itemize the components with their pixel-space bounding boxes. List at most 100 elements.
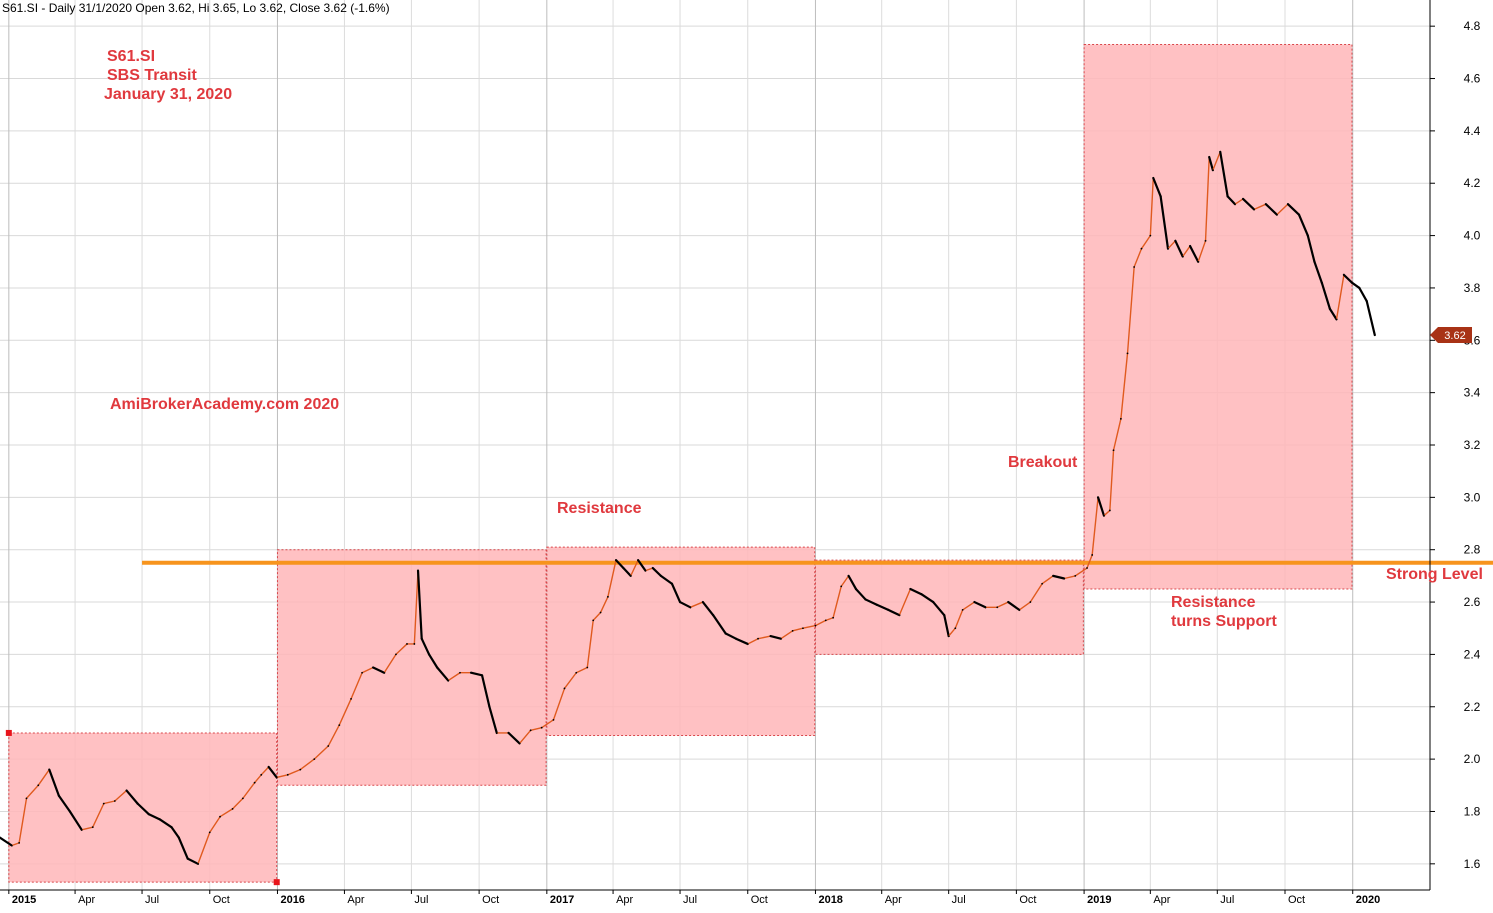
- price-point: [91, 826, 94, 829]
- price-segment: [864, 598, 878, 606]
- price-segment: [607, 559, 617, 598]
- price-point: [592, 619, 595, 622]
- price-point: [973, 601, 976, 603]
- annotation-resistance: Resistance: [557, 500, 642, 517]
- price-point: [1373, 334, 1376, 336]
- price-point: [1351, 281, 1353, 284]
- price-point: [102, 802, 105, 805]
- title-company: SBS Transit: [107, 67, 197, 84]
- chart-header: S61.SI - Daily 31/1/2020 Open 3.62, Hi 3…: [2, 1, 390, 15]
- price-segment: [689, 601, 704, 608]
- price-segment: [712, 614, 727, 635]
- price-point: [1029, 601, 1032, 603]
- x-tick-label: Jul: [683, 894, 697, 906]
- price-segment: [1297, 213, 1309, 237]
- price-segment: [747, 638, 759, 645]
- price-point: [671, 582, 673, 585]
- price-segment: [947, 627, 956, 637]
- price-segment: [158, 818, 173, 829]
- price-point: [599, 611, 602, 614]
- price-point: [947, 635, 950, 637]
- price-segment: [260, 766, 270, 776]
- price-point: [327, 745, 330, 747]
- price-segment: [1133, 247, 1143, 268]
- range-box: [1083, 44, 1353, 590]
- price-segment: [575, 666, 589, 674]
- price-point: [1219, 150, 1222, 153]
- x-tick-label: Apr: [78, 894, 95, 906]
- price-segment: [1140, 234, 1152, 250]
- price-segment: [219, 808, 234, 818]
- price-segment: [18, 797, 28, 844]
- price-point: [909, 588, 912, 590]
- price-segment: [197, 831, 211, 865]
- price-point: [575, 671, 578, 674]
- price-segment: [1219, 150, 1229, 198]
- price-point: [383, 671, 386, 674]
- price-segment: [147, 812, 161, 821]
- price-segment: [327, 724, 340, 747]
- range-box: [546, 546, 816, 737]
- price-point: [920, 593, 923, 596]
- price-segment: [383, 653, 397, 674]
- price-point: [586, 666, 589, 669]
- price-segment: [1306, 234, 1316, 263]
- price-segment: [887, 608, 901, 617]
- price-segment: [1063, 575, 1076, 580]
- price-segment: [1234, 198, 1244, 205]
- price-segment: [372, 666, 386, 674]
- price-point: [428, 653, 430, 656]
- price-point: [840, 585, 843, 588]
- price-segment: [636, 559, 647, 572]
- price-point: [1091, 554, 1094, 556]
- price-segment: [518, 729, 532, 745]
- price-segment: [814, 619, 827, 627]
- price-point: [847, 574, 850, 577]
- price-segment: [276, 774, 289, 779]
- range-box: [814, 559, 1084, 655]
- x-tick-label: Apr: [616, 894, 633, 906]
- price-segment: [529, 727, 543, 732]
- price-segment: [701, 600, 715, 617]
- price-point: [1365, 300, 1368, 302]
- price-segment: [48, 768, 60, 797]
- price-segment: [1241, 197, 1256, 211]
- price-segment: [1086, 554, 1093, 569]
- price-segment: [1152, 176, 1162, 198]
- price-segment: [37, 768, 51, 786]
- price-point: [814, 624, 817, 627]
- price-point: [219, 815, 221, 818]
- x-tick-label: Jul: [145, 894, 159, 906]
- x-tick-label: 2017: [550, 894, 574, 906]
- price-segment: [1007, 600, 1021, 612]
- watermark: AmiBrokerAcademy.com 2020: [110, 396, 340, 413]
- price-point: [802, 627, 804, 630]
- price-point: [57, 794, 60, 797]
- price-point: [679, 601, 681, 603]
- price-segment: [644, 567, 654, 572]
- price-point: [1342, 273, 1345, 276]
- price-segment: [1052, 574, 1066, 580]
- price-point: [644, 569, 647, 572]
- price-segment: [170, 826, 180, 839]
- y-tick-label: 2.0: [1464, 752, 1481, 766]
- price-segment: [469, 671, 484, 677]
- price-point: [1197, 260, 1200, 263]
- price-segment: [651, 566, 663, 577]
- price-point: [864, 598, 867, 601]
- price-segment: [1328, 307, 1338, 321]
- price-segment: [1313, 260, 1323, 284]
- y-tick-label: 3.0: [1464, 490, 1481, 504]
- price-point: [518, 742, 521, 745]
- price-point: [1074, 574, 1077, 577]
- price-point: [1335, 318, 1338, 321]
- price-segment: [92, 802, 105, 828]
- price-segment: [420, 637, 431, 656]
- price-segment: [847, 574, 858, 591]
- price-point: [563, 687, 566, 690]
- y-tick-label: 3.4: [1464, 386, 1481, 400]
- price-point: [1007, 601, 1010, 603]
- price-segment: [943, 614, 950, 638]
- y-tick-label: 3.8: [1464, 281, 1481, 295]
